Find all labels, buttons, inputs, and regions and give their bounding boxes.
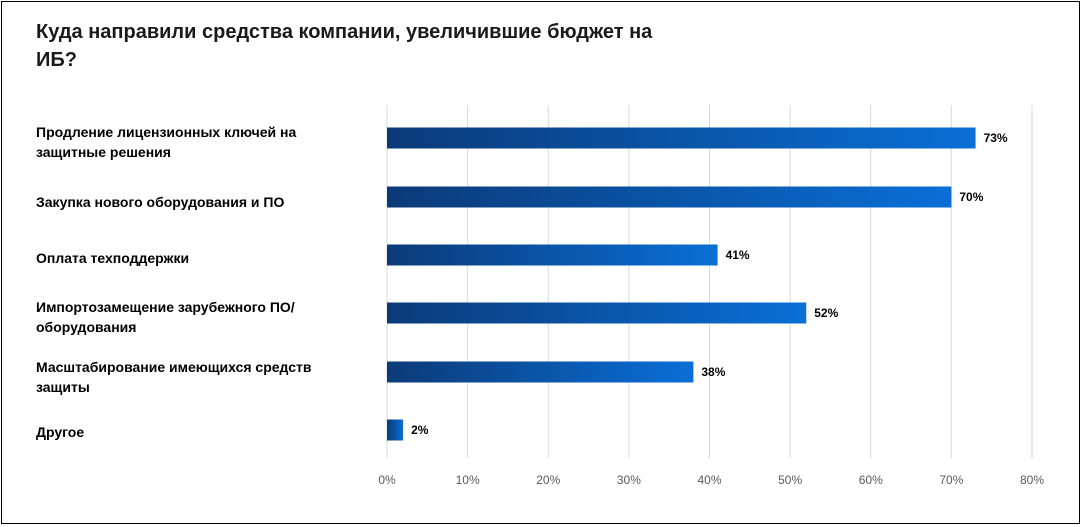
category-label-tech-support: Оплата техподдержки bbox=[36, 250, 190, 266]
x-tick-label: 40% bbox=[697, 473, 721, 487]
gridlines bbox=[386, 105, 1033, 458]
bar-value-label: 70% bbox=[959, 190, 983, 204]
category-label-other: Другое bbox=[36, 424, 85, 440]
category-label-import-substitution: Импортозамещение зарубежного ПО/оборудов… bbox=[36, 299, 295, 335]
x-tick-label: 80% bbox=[1020, 473, 1044, 487]
bar-value-label: 2% bbox=[411, 423, 429, 437]
x-tick-label: 10% bbox=[456, 473, 480, 487]
bar bbox=[387, 419, 404, 441]
bar-value-label: 52% bbox=[814, 306, 838, 320]
chart-title: Куда направили средства компании, увелич… bbox=[36, 21, 653, 71]
category-label-scaling-protection: Масштабирование имеющихся средств защиты bbox=[36, 359, 312, 395]
bar-value-label: 41% bbox=[726, 248, 750, 262]
bar bbox=[387, 302, 807, 324]
x-tick-label: 30% bbox=[617, 473, 641, 487]
value-labels: 73% 70% 41% 52% 38% 2% bbox=[411, 131, 1008, 437]
bar bbox=[387, 244, 718, 266]
bar bbox=[387, 127, 976, 149]
x-tick-label: 0% bbox=[378, 473, 396, 487]
x-tick-label: 20% bbox=[536, 473, 560, 487]
category-label-license-renewal: Продление лицензионных ключей на защитны… bbox=[36, 124, 297, 160]
bar-value-label: 38% bbox=[701, 365, 725, 379]
x-tick-label: 60% bbox=[859, 473, 883, 487]
bar bbox=[387, 186, 952, 208]
x-tick-label: 50% bbox=[778, 473, 802, 487]
x-tick-label: 70% bbox=[939, 473, 963, 487]
bar-value-label: 73% bbox=[984, 131, 1008, 145]
bar bbox=[387, 361, 694, 383]
category-label-new-hardware: Закупка нового оборудования и ПО bbox=[36, 194, 285, 210]
x-axis-ticks: 0% 10% 20% 30% 40% 50% 60% 70% 80% bbox=[378, 473, 1044, 487]
bars bbox=[387, 127, 976, 441]
